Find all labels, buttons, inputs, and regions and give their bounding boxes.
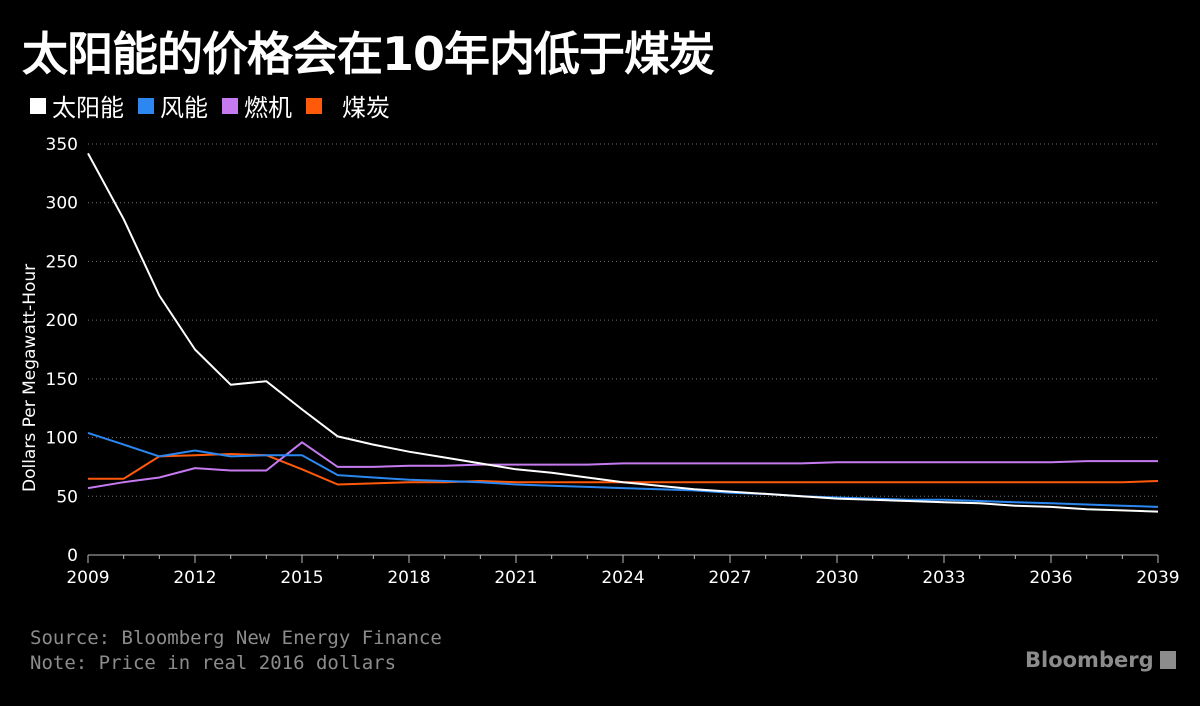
x-tick-label: 2030: [815, 568, 858, 588]
x-tick-label: 2024: [601, 568, 644, 588]
x-tick-label: 2027: [708, 568, 751, 588]
legend-swatch-gas: [222, 97, 238, 114]
legend-label-gas: 燃机: [244, 94, 292, 122]
y-tick-label: 100: [46, 429, 78, 449]
chart-title: 太阳能的价格会在10年内低于煤炭: [22, 27, 715, 81]
legend-item-wind: 风能: [138, 88, 208, 123]
series-line-gas: [87, 441, 1158, 490]
y-tick-label: 50: [56, 487, 78, 507]
bloomberg-chart-icon: [1159, 651, 1176, 669]
x-tick-label: 2018: [387, 568, 430, 588]
y-tick-label: 350: [46, 135, 78, 155]
brand-name: Bloomberg: [1025, 648, 1154, 672]
legend: 太阳能 风能 燃机 煤炭: [30, 88, 390, 123]
legend-label-coal: 煤炭: [342, 94, 390, 122]
y-tick-label: 0: [67, 546, 78, 566]
series-line-coal: [88, 453, 1159, 486]
x-tick-label: 2015: [280, 568, 323, 588]
footer-notes: Source: Bloomberg New Energy Finance Not…: [30, 626, 442, 676]
price-note: Note: Price in real 2016 dollars: [30, 652, 397, 674]
y-tick-label: 250: [46, 252, 78, 272]
legend-item-solar: 太阳能: [30, 88, 124, 123]
y-tick-label: 300: [46, 194, 78, 214]
x-tick-label: 2009: [66, 568, 109, 588]
x-tick-label: 2033: [922, 568, 965, 588]
legend-swatch-wind: [138, 97, 154, 114]
series-line-solar: [87, 152, 1159, 513]
legend-item-gas: 燃机: [222, 88, 292, 123]
legend-label-wind: 风能: [160, 94, 208, 122]
source-note: Source: Bloomberg New Energy Finance: [30, 627, 442, 649]
x-tick-label: 2021: [494, 568, 537, 588]
brand-logo: Bloomberg: [1025, 648, 1176, 672]
legend-label-solar: 太阳能: [52, 94, 124, 122]
x-tick-label: 2039: [1136, 568, 1179, 588]
x-tick-label: 2036: [1029, 568, 1072, 588]
y-tick-label: 150: [46, 370, 78, 390]
legend-item-coal: 煤炭: [306, 88, 390, 123]
series-line-wind: [87, 431, 1159, 508]
legend-swatch-coal: [306, 97, 322, 114]
legend-swatch-solar: [30, 97, 46, 114]
y-tick-label: 200: [46, 311, 78, 331]
x-tick-label: 2012: [173, 568, 216, 588]
